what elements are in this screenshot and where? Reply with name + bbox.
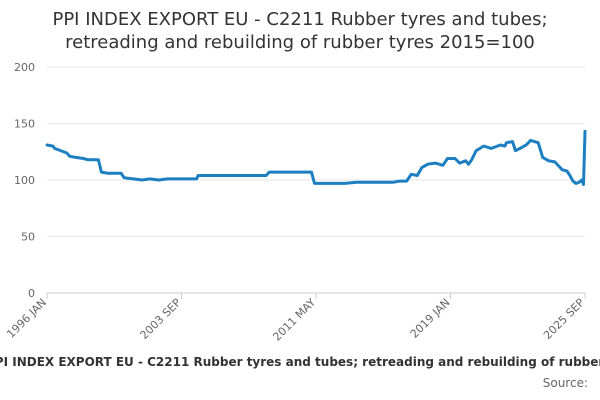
chart-title: PPI INDEX EXPORT EU - C2211 Rubber tyres… <box>0 8 600 54</box>
x-tick-label: 2003 SEP <box>138 296 184 342</box>
y-tick-label: 150 <box>14 118 35 131</box>
chart-title-line-1: PPI INDEX EXPORT EU - C2211 Rubber tyres… <box>52 9 548 30</box>
y-tick-label: 100 <box>14 174 35 187</box>
x-tick-label: 2011 MAY <box>270 296 318 344</box>
series-line <box>45 129 587 186</box>
y-tick-label: 50 <box>21 231 35 244</box>
x-tick-label: 1996 JAN <box>4 296 49 341</box>
x-tick-label: 2019 JAN <box>408 296 453 341</box>
source-label: Source: <box>542 376 588 390</box>
x-tick-label: 2025 SEP <box>541 296 587 342</box>
chart-title-line-2: retreading and rebuilding of rubber tyre… <box>65 32 535 53</box>
y-tick-label: 200 <box>14 61 35 74</box>
y-tick-label: 0 <box>28 287 35 300</box>
legend-label: PPI INDEX EXPORT EU - C2211 Rubber tyres… <box>0 355 600 369</box>
